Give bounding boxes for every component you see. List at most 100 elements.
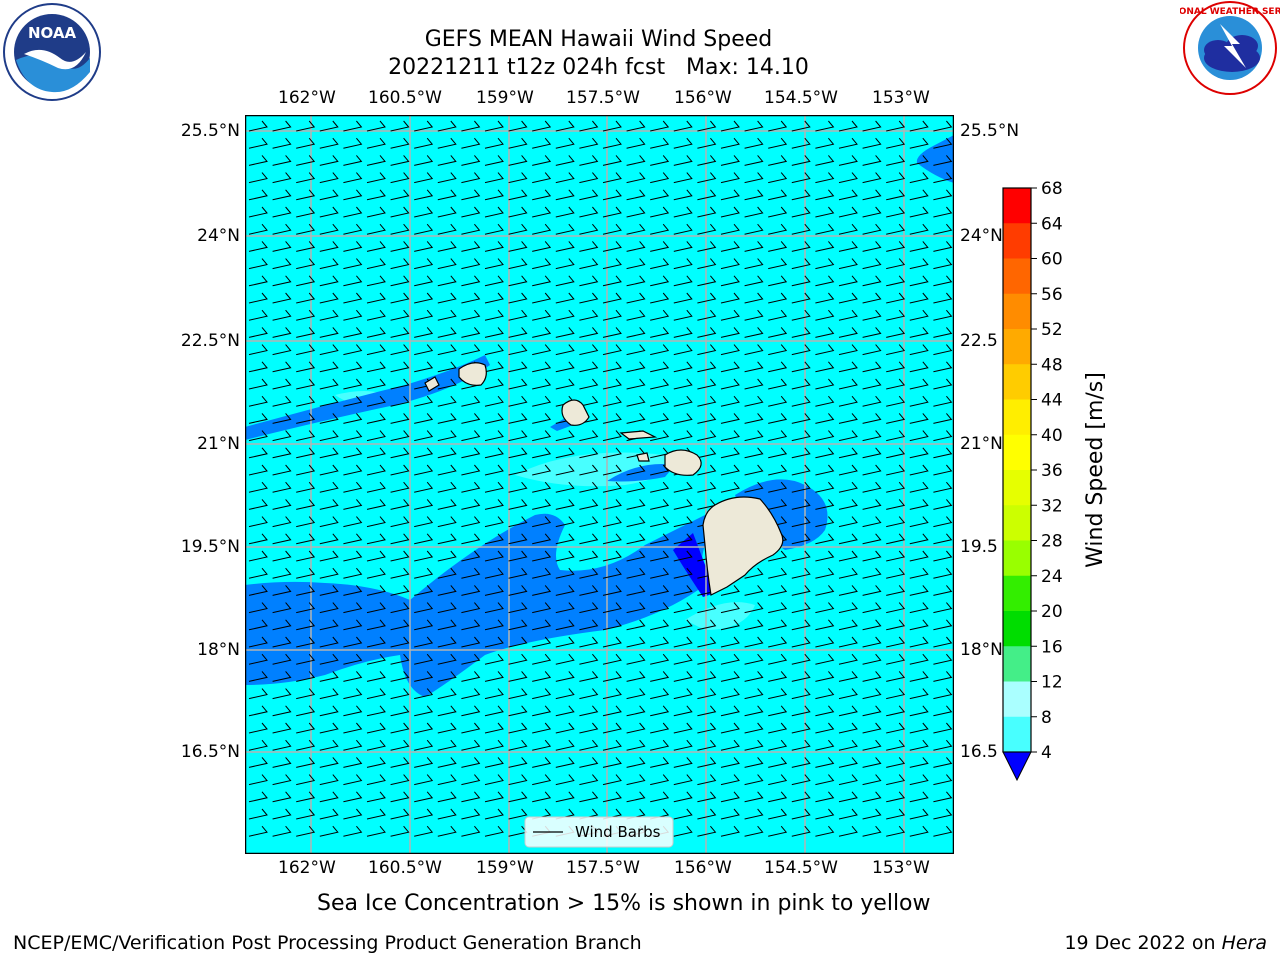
wind-barb	[343, 688, 363, 700]
wind-barb	[602, 791, 622, 803]
wind-barb	[343, 585, 363, 596]
wind-barb	[626, 120, 646, 132]
wind-barb	[862, 722, 882, 734]
lon-tick-bottom: 160.5°W	[368, 858, 442, 878]
wind-barb	[366, 413, 386, 424]
wind-barb	[626, 567, 646, 579]
wind-barb	[673, 481, 693, 493]
wind-barb	[909, 189, 929, 201]
wind-barb	[461, 292, 481, 304]
wind-barb	[579, 223, 599, 235]
wind-barb	[343, 757, 363, 768]
wind-barb	[909, 550, 929, 562]
wind-barb	[626, 344, 646, 356]
wind-barb	[650, 430, 670, 442]
wind-barb	[815, 189, 835, 201]
wind-barb	[744, 757, 764, 768]
wind-barb	[248, 344, 268, 356]
wind-barb	[838, 206, 858, 218]
wind-barb	[272, 774, 292, 786]
wind-barb	[768, 585, 788, 596]
wind-barb	[437, 464, 457, 476]
wind-barb	[697, 636, 717, 648]
wind-barb	[437, 825, 457, 837]
lat-tick-right: 18°N	[960, 640, 1003, 660]
wind-barb	[296, 808, 316, 820]
wind-barb	[366, 585, 386, 596]
wind-barb	[319, 825, 339, 837]
wind-barb	[909, 739, 929, 751]
wind-barb	[886, 241, 906, 252]
wind-barb	[862, 481, 882, 493]
colorbar-ticks: 68 64 60 56 52 48 44 40 36 32 28 24 20 16 12 8 4	[1031, 180, 1063, 763]
wind-barb	[602, 739, 622, 751]
wind-barb	[909, 585, 929, 596]
wind-barb	[579, 430, 599, 442]
wind-barb	[886, 602, 906, 614]
wind-barb	[319, 516, 339, 528]
wind-barb	[886, 688, 906, 700]
wind-barb	[673, 499, 693, 510]
wind-barb	[484, 206, 504, 218]
wind-barb	[296, 327, 316, 338]
wind-barb	[886, 275, 906, 287]
wind-barb	[296, 361, 316, 373]
wind-barb	[579, 705, 599, 717]
wind-barb	[815, 636, 835, 648]
wind-barb	[319, 206, 339, 218]
wind-barb	[602, 722, 622, 734]
wind-barb	[768, 395, 788, 407]
wind-barb	[862, 361, 882, 373]
wind-barb	[390, 516, 410, 528]
wind-barb	[484, 757, 504, 768]
wind-barb	[815, 757, 835, 768]
wind-barb	[437, 120, 457, 132]
wind-barb	[319, 344, 339, 356]
wind-barb	[720, 791, 740, 803]
nws-ring-text: NATIONAL WEATHER SERVICE	[1180, 7, 1280, 17]
wind-barb	[838, 481, 858, 493]
wind-barb	[272, 413, 292, 424]
wind-barb	[720, 774, 740, 786]
wind-barb	[602, 602, 622, 614]
wind-barb	[555, 189, 575, 201]
wind-barb	[461, 241, 481, 252]
wind-barb	[815, 327, 835, 338]
wind-barb	[555, 172, 575, 184]
wind-barb	[626, 653, 646, 665]
wind-barb	[886, 344, 906, 356]
wind-barb	[720, 808, 740, 820]
wind-barb	[319, 671, 339, 682]
wind-barb	[390, 791, 410, 803]
wind-barb	[579, 671, 599, 682]
lon-tick-bottom: 159°W	[476, 858, 534, 878]
wind-barb	[909, 757, 929, 768]
wind-barb	[697, 481, 717, 493]
wind-barb	[886, 636, 906, 648]
wind-barb	[366, 671, 386, 682]
wind-barb	[933, 499, 953, 510]
wind-barb	[838, 464, 858, 476]
wind-barb	[555, 636, 575, 648]
wind-barb	[555, 309, 575, 321]
wind-barb	[343, 447, 363, 459]
wind-barb	[862, 430, 882, 442]
wind-barb	[461, 688, 481, 700]
wind-barb	[626, 791, 646, 803]
wind-barb	[579, 791, 599, 803]
wind-barb	[414, 447, 434, 459]
lon-tick-bottom: 162°W	[278, 858, 336, 878]
wind-barb	[296, 344, 316, 356]
right-lat-ticks: 25.5°N 24°N 22.5 21°N 19.5 18°N 16.5	[960, 0, 1020, 960]
wind-barb	[461, 791, 481, 803]
wind-barb	[791, 447, 811, 459]
wind-barb	[508, 808, 528, 820]
wind-barb	[296, 757, 316, 768]
wind-barb	[390, 275, 410, 287]
wind-barb	[933, 791, 953, 803]
wind-barb	[650, 757, 670, 768]
wind-barb	[248, 137, 268, 149]
wind-barb	[626, 223, 646, 235]
wind-barb	[555, 241, 575, 252]
wind-barb	[248, 275, 268, 287]
